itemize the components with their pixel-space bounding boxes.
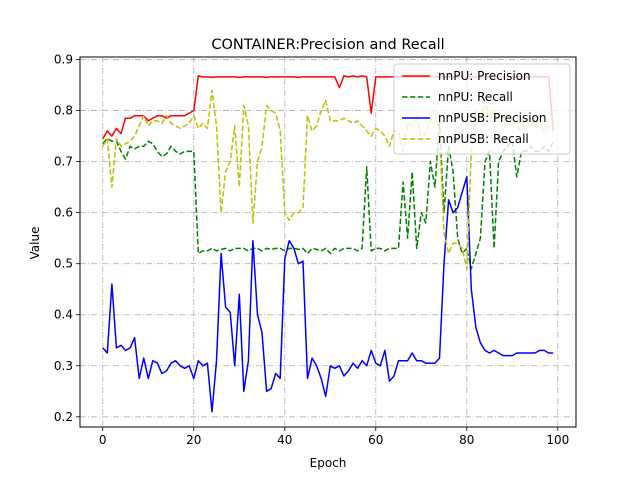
legend: nnPU: Precision nnPU: Recall nnPUSB: Preci…: [393, 63, 571, 155]
plot-area: 0 20 40 60 80 100 0.2 0.3 0.4 0.5 0.6 0.7 0.8 0.9: [54, 53, 577, 447]
x-tick-label: 0: [99, 433, 107, 447]
y-tick-label: 0.9: [54, 53, 73, 67]
y-tick-label: 0.2: [54, 410, 73, 424]
x-tick-label: 100: [546, 433, 569, 447]
y-tick-label: 0.3: [54, 359, 73, 373]
series-line-1: [102, 120, 554, 270]
grid-layer: [80, 57, 576, 427]
x-axis-label: Epoch: [310, 456, 347, 470]
legend-label: nnPUSB: Precision: [438, 111, 546, 125]
x-tick-label: 20: [186, 433, 201, 447]
y-tick-label: 0.5: [54, 257, 73, 271]
x-tick-label: 80: [459, 433, 474, 447]
plot-frame: [79, 56, 577, 428]
series-line-2: [102, 176, 554, 413]
legend-label: nnPU: Recall: [438, 90, 513, 104]
x-tick-label: 60: [368, 433, 383, 447]
x-tick-label: 40: [277, 433, 292, 447]
ticks-layer: 0 20 40 60 80 100 0.2 0.3 0.4 0.5 0.6 0.7 0.8 0.9: [54, 53, 569, 447]
y-tick-label: 0.6: [54, 206, 73, 220]
y-tick-label: 0.4: [54, 308, 73, 322]
y-tick-label: 0.7: [54, 155, 73, 169]
legend-frame: [393, 63, 571, 155]
legend-label: nnPUSB: Recall: [438, 132, 529, 146]
y-axis-label: Value: [28, 227, 42, 260]
chart-title: CONTAINER:Precision and Recall: [211, 37, 444, 53]
y-tick-label: 0.8: [54, 104, 73, 118]
legend-label: nnPU: Precision: [438, 69, 531, 83]
